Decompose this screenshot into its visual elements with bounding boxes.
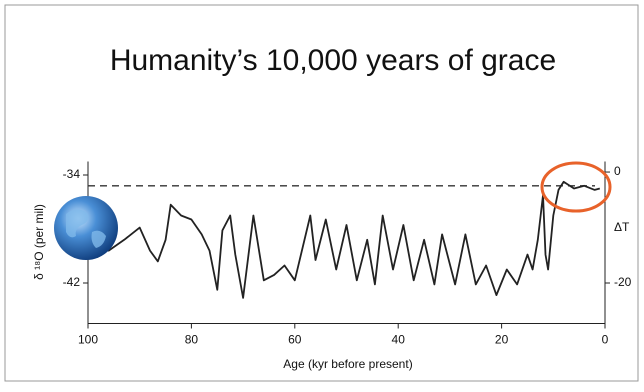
y-tick-label: -42 bbox=[63, 275, 81, 289]
earth-icon bbox=[54, 196, 118, 260]
slide-border bbox=[4, 4, 639, 382]
data-line bbox=[87, 180, 601, 299]
chart-title: Humanity’s 10,000 years of grace bbox=[110, 44, 556, 77]
x-tick-label: 80 bbox=[185, 333, 199, 347]
y2-tick-label: 0 bbox=[614, 164, 621, 178]
x-tick-label: 100 bbox=[78, 333, 98, 347]
y-tick-label: -34 bbox=[63, 167, 81, 181]
highlight-circle bbox=[540, 161, 612, 213]
x-tick-label: 40 bbox=[392, 333, 406, 347]
x-tick-label: 60 bbox=[288, 333, 302, 347]
plot: 100 80 60 40 20 0 -34 -42 0 -20 bbox=[63, 161, 632, 347]
y-axis-label: δ ¹⁸O (per mil) bbox=[32, 204, 46, 280]
y2-tick-label: -20 bbox=[614, 275, 632, 289]
x-axis-label: Age (kyr before present) bbox=[283, 357, 412, 371]
x-tick-label: 0 bbox=[602, 333, 609, 347]
x-tick-label: 20 bbox=[495, 333, 509, 347]
y2-axis-label: ΔT bbox=[614, 220, 630, 234]
